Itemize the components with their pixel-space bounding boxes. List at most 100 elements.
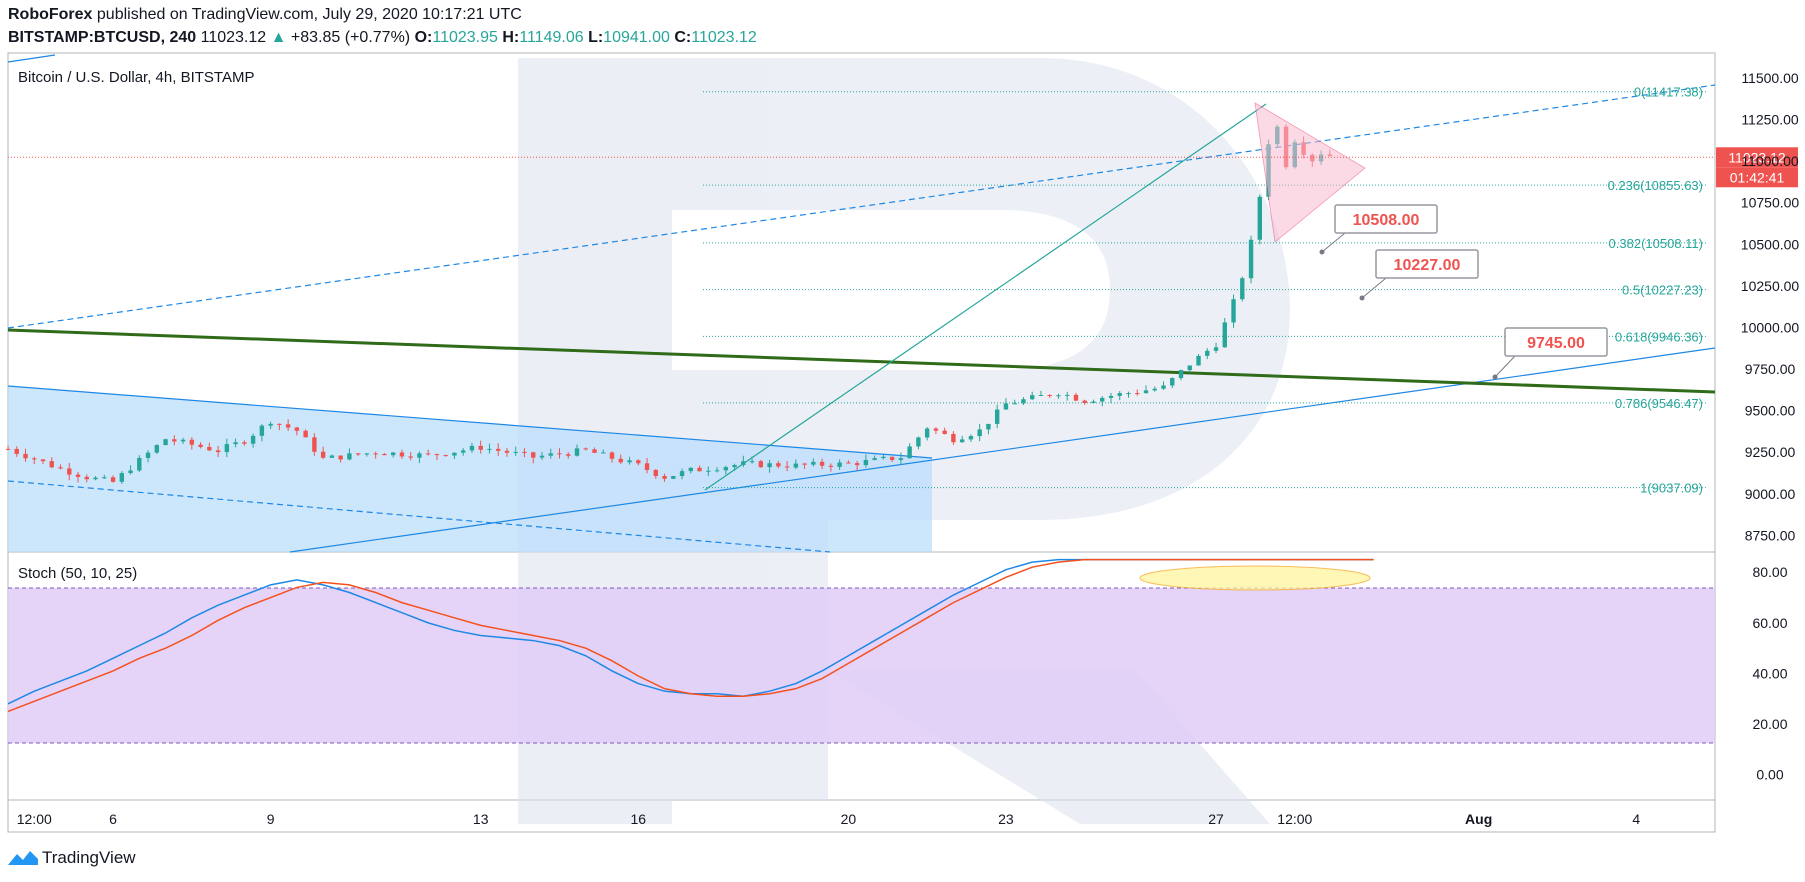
candle-body (1135, 393, 1140, 395)
triangle-pattern (1254, 102, 1366, 243)
candle-body (539, 455, 545, 458)
candle-body (1082, 400, 1087, 404)
time-tick-label: 16 (630, 811, 646, 827)
candle-body (443, 455, 448, 457)
high-value: 11149.06 (519, 29, 584, 46)
candle-body (364, 453, 370, 455)
stoch-title: Stoch (50, 10, 25) (18, 565, 137, 582)
price-axis[interactable]: 11500.00 11250.00 11000.00 10750.00 10500.00… (1741, 70, 1800, 543)
candle-body (1038, 394, 1044, 396)
target-box (1334, 204, 1438, 234)
candle-body (951, 433, 956, 443)
price-tick-label: 9500.00 (1745, 403, 1796, 419)
price-tick-label: 10250.00 (1741, 278, 1800, 294)
candle-body (837, 462, 842, 467)
candle-body (583, 448, 588, 450)
candle-body (618, 458, 623, 463)
candle-body (285, 424, 291, 428)
candle-body (478, 445, 483, 450)
close-value: 11023.12 (691, 29, 757, 46)
candle-body (653, 469, 658, 477)
high-label: H: (502, 29, 520, 46)
price-tick-label: 10750.00 (1741, 195, 1800, 211)
candle-body (259, 425, 265, 436)
candle-body (303, 430, 308, 438)
time-tick-label: 12:00 (1277, 811, 1312, 827)
stoch-d-line (7, 558, 1374, 713)
candle-body (714, 470, 720, 472)
candle-body (1231, 299, 1236, 323)
candle-body (688, 467, 693, 472)
candle-body (609, 452, 615, 459)
candle-body (1161, 385, 1166, 389)
stoch-tick-label: 0.00 (1756, 767, 1783, 783)
time-tick-label: 27 (1208, 811, 1224, 827)
channel-stub (7, 54, 56, 63)
candle-body (382, 453, 387, 456)
time-axis[interactable]: 12:00 6 9 13 16 20 23 27 12:00 Aug 4 (17, 811, 1641, 827)
candle-body (268, 423, 273, 426)
candle-body (881, 456, 886, 459)
time-tick-label: 9 (267, 811, 275, 827)
candle-body (1030, 395, 1035, 400)
target-labels: 10508.00 10227.00 9745.00 (1319, 204, 1608, 380)
price-label: 11023.12 (1728, 149, 1786, 165)
candle-body (767, 463, 772, 468)
candle-body (1187, 365, 1192, 371)
price-label-box (1716, 147, 1798, 168)
close-label: C: (674, 29, 692, 46)
candle-body (679, 471, 685, 477)
candle-body (1143, 390, 1149, 394)
last-price: 11023.12 (200, 29, 267, 46)
candle-body (58, 467, 63, 469)
candle-body (390, 452, 396, 456)
candle-body (49, 461, 54, 468)
tradingview-logo-icon (8, 851, 38, 865)
stoch-axis[interactable]: 80.00 60.00 40.00 20.00 0.00 (1752, 564, 1787, 782)
candle-body (898, 458, 904, 461)
chart-area[interactable]: 0(11417.38) 0.236(10855.63) 0.382(10508.11… (0, 0, 1805, 840)
candle-body (863, 459, 869, 466)
low-value: 10941.00 (603, 29, 670, 46)
down-channel-lower (7, 480, 831, 553)
countdown-label: 01:42:41 (1730, 169, 1785, 185)
price-tick-label: 10000.00 (1741, 319, 1800, 335)
candle-body (1108, 395, 1114, 398)
candle-body (1152, 388, 1157, 391)
candle-body (828, 465, 834, 467)
candle-body (1257, 196, 1262, 240)
chart-title: Bitcoin / U.S. Dollar, 4h, BITSTAMP (18, 69, 254, 86)
price-tick-label: 11000.00 (1741, 153, 1799, 169)
candle-body (846, 462, 851, 464)
fib-label: 0.5(10227.23) (1622, 283, 1703, 298)
candle-body (198, 444, 203, 447)
fib-label: 0.382(10508.11) (1609, 236, 1703, 251)
price-tick-label: 11500.00 (1741, 70, 1799, 86)
candle-body (5, 448, 11, 450)
candle-body (189, 439, 195, 445)
candle-body (408, 456, 413, 458)
candle-body (627, 460, 632, 463)
candle-body (1170, 378, 1175, 386)
stoch-tick-label: 20.00 (1752, 716, 1787, 732)
candle-body (1248, 239, 1254, 279)
candle-body (749, 461, 755, 463)
low-label: L: (588, 29, 604, 46)
candle-body (933, 428, 939, 431)
candle-body (548, 453, 553, 456)
candle-body (566, 454, 571, 456)
change-arrow-icon: ▲ (270, 29, 287, 46)
candle-body (154, 445, 160, 453)
candle-body (1117, 393, 1122, 396)
fib-label: 0.786(9546.47) (1615, 396, 1703, 411)
candle-body (469, 445, 475, 451)
candle-body (1021, 399, 1026, 404)
candle-body (233, 442, 238, 445)
candle-body (1056, 395, 1061, 397)
candle-body (102, 477, 107, 479)
price-tick-label: 8750.00 (1745, 527, 1796, 543)
candle-body (40, 459, 46, 462)
candle-body (644, 463, 650, 470)
stoch-lines (7, 558, 1374, 713)
candle-body (959, 439, 965, 443)
